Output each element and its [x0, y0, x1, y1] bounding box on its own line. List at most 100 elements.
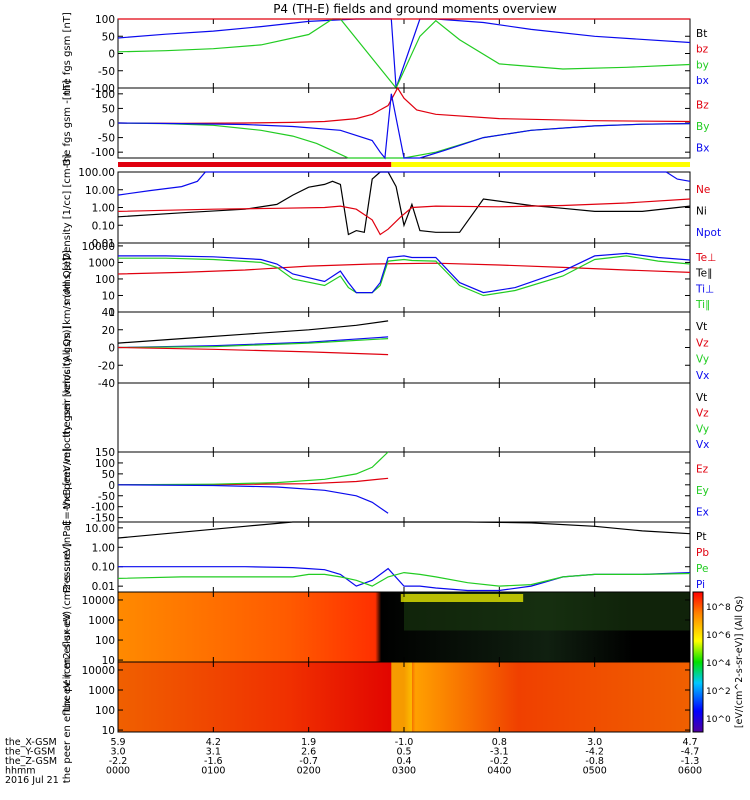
y-tick-label: 0	[108, 49, 115, 61]
y-tick-label: 100	[95, 89, 115, 101]
y-tick-label: 100	[95, 274, 115, 286]
series-Bz	[117, 86, 691, 124]
y-tick-label: -20	[98, 360, 115, 372]
panel-frame	[117, 242, 691, 313]
time-axis-value: 0100	[201, 766, 225, 777]
legend-entry: Ez	[696, 464, 709, 476]
y-tick-label: 1000	[88, 615, 115, 627]
time-axis-value: 5.9	[110, 737, 125, 748]
y-axis-label: Pressure [nPa]	[62, 521, 73, 593]
panel-4: 10000 1000 100 10 1 moms [eV] Te⊥ Te∥ Ti⊥ Ti∥	[62, 241, 716, 319]
y-tick-label: 0	[108, 343, 115, 355]
y-tick-label: 0.01	[92, 581, 115, 593]
time-axis-value: 0.4	[396, 756, 411, 767]
time-axis-value: 0.8	[492, 737, 507, 748]
series-Te⊥	[117, 262, 691, 275]
y-tick-label: 0	[108, 480, 115, 492]
y-tick-label: 0	[108, 118, 115, 130]
panel-frame	[117, 451, 691, 523]
legend-entry: Npot	[696, 227, 721, 239]
y-tick-label: 40	[102, 307, 115, 319]
legend-entry: Ne	[696, 184, 710, 196]
panel-3: 100.00 10.00 1.00 0.10 0.01 Density [1/cc] [c…	[62, 154, 721, 260]
time-axis-value: 3.0	[587, 737, 602, 748]
panel-frame	[117, 18, 691, 89]
y-tick-label: 10000	[82, 241, 115, 253]
legend-entry: Ey	[696, 485, 709, 497]
panel-frame	[117, 521, 691, 593]
y-axis-label: the peer en eflux eV (cm2-s-sr-eV)	[62, 611, 73, 783]
time-axis-value: 3.0	[110, 747, 125, 758]
legend-entry: Pe	[696, 563, 708, 575]
legend-entry: Vt	[696, 392, 707, 404]
y-axis-label: the peer velocity gsm [km/s (All Qs)]	[62, 325, 73, 509]
time-axis: the_X-GSM 5.9 4.2 1.9 -1.0 0.8 3.0 4.7 the_Y-GSM…	[5, 737, 702, 786]
y-tick-label: 0.10	[92, 562, 115, 574]
panel-8: 10.00 1.00 0.10 0.01 Pressure [nPa] Pt Pb Pe Pi	[62, 521, 709, 593]
time-axis-value: -0.7	[299, 756, 318, 767]
time-axis-value: 0500	[583, 766, 607, 777]
y-tick-label: 100	[95, 458, 115, 470]
series-Ex	[117, 484, 389, 514]
y-axis-label: moms [eV]	[62, 250, 73, 305]
legend-entry: by	[696, 59, 709, 71]
y-tick-label: 50	[102, 469, 115, 481]
series-Pt	[117, 521, 691, 539]
y-tick-label: 10.00	[85, 185, 115, 197]
time-axis-value: 0000	[106, 766, 130, 777]
series-Ne	[117, 198, 691, 236]
colorbar-rect	[692, 591, 704, 733]
y-tick-label: -50	[98, 133, 115, 145]
legend-entry: By	[696, 121, 709, 133]
series-Vt	[117, 320, 389, 344]
time-axis-value: -0.2	[490, 756, 509, 767]
y-tick-label: 0.01	[92, 238, 115, 250]
heatmap-core	[391, 662, 412, 732]
y-tick-label: 20	[102, 325, 115, 337]
legend-entry: Vt	[696, 321, 707, 333]
y-tick-label: 100	[95, 14, 115, 26]
time-axis-value: 4.7	[682, 737, 697, 748]
time-axis-value: 0.5	[396, 747, 411, 758]
series-Vz	[117, 346, 389, 356]
time-axis-row-label: hhmm	[5, 766, 36, 777]
legend-entry: Vy	[696, 423, 709, 435]
time-axis-row-label: the_X-GSM	[5, 737, 57, 748]
legend-entry: Pb	[696, 547, 709, 559]
legend-entry: Te⊥	[695, 252, 716, 264]
panel-9: 10000 1000 100 10 the peir en eflux eV (cm2-…	[62, 542, 691, 712]
legend-entry: Vx	[696, 370, 709, 382]
series-Ni	[117, 171, 691, 236]
series-Ez	[117, 477, 389, 486]
legend-entry: Vz	[696, 408, 709, 420]
time-axis-value: -4.7	[681, 747, 700, 758]
y-tick-label: 100	[95, 705, 115, 717]
panel-2: 100 50 0 -50 -100 the fgs gsm -[nT] Bz By Bx	[62, 80, 709, 166]
time-axis-value: 4.2	[206, 737, 221, 748]
colorbar: 10^8 10^6 10^4 10^2 10^0 [eV/(cm^2-s-sr-eV)] …	[692, 591, 745, 733]
panel-frame	[117, 311, 691, 384]
time-axis-row-label: the_Z-GSM	[5, 756, 57, 767]
y-tick-label: 10	[102, 655, 115, 667]
y-tick-label: 1.00	[92, 203, 115, 215]
heatmap-yellow-band	[400, 594, 524, 602]
legend-entry: Te∥	[695, 268, 712, 280]
colorbar-tick: 10^2	[706, 687, 731, 697]
y-axis-label: the peir velocity gsm [km/s (All Qs)]	[62, 257, 73, 438]
y-tick-label: -50	[98, 491, 115, 503]
y-tick-label: 100	[95, 635, 115, 647]
y-tick-label: 10	[102, 725, 115, 737]
colorbar-label: [eV/(cm^2-s-sr-eV)] (All Qs)	[734, 596, 745, 728]
legend-entry: Ti⊥	[695, 283, 714, 295]
series-Npot	[117, 171, 691, 196]
colorbar-tick: 10^8	[706, 603, 731, 613]
time-axis-value: -1.6	[204, 756, 223, 767]
time-axis-value: 0200	[297, 766, 321, 777]
legend-entry: Vz	[696, 337, 709, 349]
time-axis-value: -1.3	[681, 756, 700, 767]
legend-entry: Bx	[696, 142, 709, 154]
time-axis-date: 2016 Jul 21	[5, 775, 59, 786]
y-axis-label: the fgs gsm [nT]	[62, 12, 73, 95]
